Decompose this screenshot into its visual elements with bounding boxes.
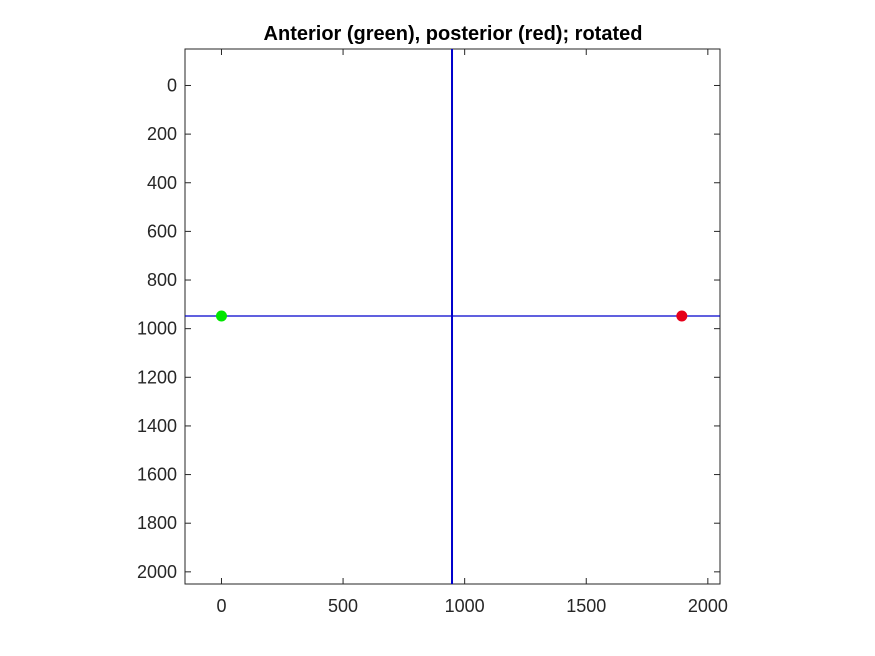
y-tick-label-9: 1800 bbox=[137, 513, 177, 533]
x-tick-label-1: 500 bbox=[328, 596, 358, 616]
y-tick-label-3: 600 bbox=[147, 221, 177, 241]
x-tick-label-0: 0 bbox=[216, 596, 226, 616]
y-tick-label-10: 2000 bbox=[137, 562, 177, 582]
x-tick-label-3: 1500 bbox=[566, 596, 606, 616]
y-tick-label-4: 800 bbox=[147, 270, 177, 290]
x-tick-label-2: 1000 bbox=[445, 596, 485, 616]
data-point-0 bbox=[215, 310, 227, 322]
y-tick-label-6: 1200 bbox=[137, 367, 177, 387]
y-tick-label-7: 1400 bbox=[137, 416, 177, 436]
y-tick-label-1: 200 bbox=[147, 124, 177, 144]
y-tick-label-5: 1000 bbox=[137, 319, 177, 339]
data-point-1 bbox=[676, 310, 688, 322]
y-tick-label-2: 400 bbox=[147, 173, 177, 193]
chart-title: Anterior (green), posterior (red); rotat… bbox=[264, 23, 643, 45]
y-tick-label-0: 0 bbox=[167, 75, 177, 95]
x-tick-label-4: 2000 bbox=[688, 596, 728, 616]
plot-area: 0 500 1000 1500 2000 0 200 400 600 800 1000 1200 140… bbox=[137, 48, 728, 616]
y-tick-label-8: 1600 bbox=[137, 465, 177, 485]
